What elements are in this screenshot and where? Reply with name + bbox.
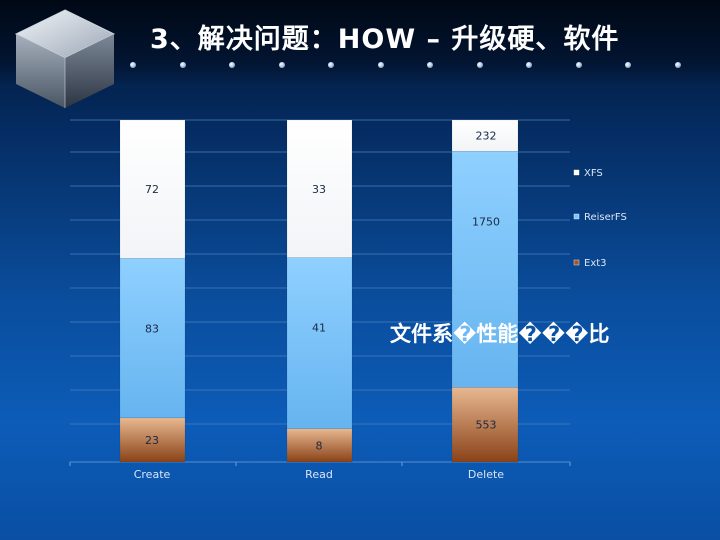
decor-dot <box>179 62 186 68</box>
bar-xfs-read <box>286 119 353 258</box>
legend-label: Ext3 <box>584 258 607 269</box>
data-label: 8 <box>316 439 323 452</box>
decor-dot <box>476 62 483 68</box>
decor-dot <box>377 62 384 68</box>
decor-dot <box>130 62 136 68</box>
legend-swatch <box>573 213 580 220</box>
legend-swatch <box>573 259 580 266</box>
dot-row <box>130 62 710 72</box>
category-label: Read <box>305 468 333 481</box>
bar-reiserfs-create <box>119 258 186 419</box>
category-label: Create <box>134 468 171 481</box>
decor-dot <box>625 62 631 68</box>
bar-ext3-delete <box>451 387 519 463</box>
data-label: 553 <box>476 419 497 432</box>
legend-label: ReiserFS <box>584 212 627 223</box>
decor-dot <box>575 62 582 68</box>
data-label: 1750 <box>472 215 500 228</box>
header-band <box>0 0 720 85</box>
data-label: 232 <box>476 130 497 143</box>
data-label: 41 <box>312 322 326 335</box>
decor-dot <box>328 62 334 68</box>
decor-dot <box>427 62 433 68</box>
legend-swatch <box>573 169 580 176</box>
bar-reiserfs-read <box>286 257 353 429</box>
chart-title: 文件系�性能���比 <box>390 322 610 346</box>
data-label: 23 <box>145 434 159 447</box>
slide-title: 3、解决问题：HOW – 升级硬、软件 <box>150 24 620 55</box>
data-label: 72 <box>145 183 159 196</box>
legend-label: XFS <box>584 168 603 179</box>
decor-dot <box>229 62 235 68</box>
cube-logo <box>14 9 116 108</box>
decor-dot <box>674 62 681 68</box>
decor-dot <box>526 62 532 68</box>
decor-dot <box>278 62 285 68</box>
bar-reiserfs-delete <box>451 151 519 388</box>
bar-ext3-create <box>119 417 186 463</box>
data-label: 83 <box>145 322 159 335</box>
bar-ext3-read <box>286 428 353 463</box>
bar-xfs-create <box>119 119 186 259</box>
bar-xfs-delete <box>451 119 519 152</box>
data-label: 33 <box>312 183 326 196</box>
category-label: Delete <box>468 468 504 481</box>
